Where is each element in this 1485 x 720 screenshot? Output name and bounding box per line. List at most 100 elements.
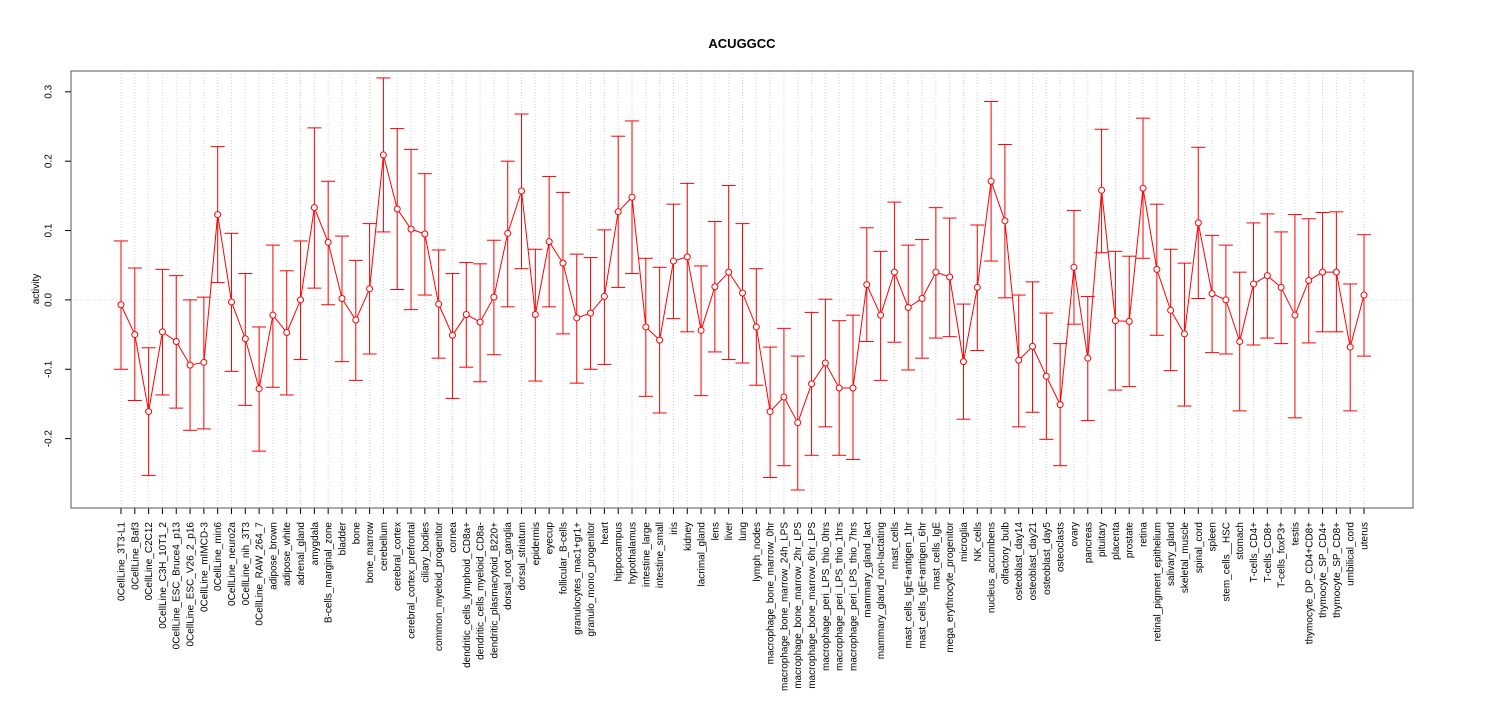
data-point xyxy=(656,336,664,344)
x-tick-label: lens xyxy=(710,522,721,540)
data-point xyxy=(407,225,415,233)
data-point xyxy=(1139,184,1147,192)
data-point xyxy=(739,289,746,297)
x-tick-label: T-cells_CD8+ xyxy=(1263,522,1274,582)
data-point xyxy=(600,292,608,300)
data-point xyxy=(725,268,733,276)
x-tick-label: skeletal_muscle xyxy=(1180,522,1191,594)
x-tick-label: macrophage_bone_marrow_24h_LPS xyxy=(779,522,790,691)
data-point xyxy=(1167,306,1175,314)
data-point xyxy=(435,300,443,308)
x-tick-label: bladder xyxy=(337,521,348,555)
x-tick-label: mammary_gland_non-lactating xyxy=(876,522,887,659)
x-tick-label: cerebral_cortex_prefrontal xyxy=(407,522,418,639)
x-tick-label: mast_cells_IgE+antigen_1hr xyxy=(904,521,915,648)
x-tick-label: intestine_small xyxy=(655,522,666,588)
x-tick-label: mega_erythrocyte_progenitor xyxy=(945,521,956,652)
x-tick-label: adipose_white xyxy=(282,522,293,586)
data-point xyxy=(1015,356,1023,364)
data-point xyxy=(1360,291,1368,299)
data-point xyxy=(904,304,912,312)
data-point xyxy=(614,208,622,216)
x-tick-label: stomach xyxy=(1235,522,1246,560)
data-point xyxy=(1208,290,1216,298)
x-tick-label: 0CellLine_nih_3T3 xyxy=(241,522,252,606)
x-tick-label: dendritic_plasmacytoid_B220+ xyxy=(489,522,500,659)
data-point xyxy=(1042,372,1050,380)
x-tick-label: microglia xyxy=(959,522,970,562)
x-tick-label: granulocytes_mac1+gr1+ xyxy=(572,522,583,635)
x-tick-label: pituitary xyxy=(1097,522,1108,557)
x-tick-label: retinal_pigment_epithelium xyxy=(1152,522,1163,642)
x-tick-label: ovary xyxy=(1069,522,1080,546)
data-point xyxy=(255,385,263,393)
x-tick-label: mast_cells xyxy=(890,522,901,569)
x-tick-label: osteoblast_day21 xyxy=(1028,522,1039,601)
data-point xyxy=(1277,283,1285,291)
x-tick-label: umbilical_cord xyxy=(1346,522,1357,586)
data-point xyxy=(973,283,981,291)
data-point xyxy=(283,329,291,337)
data-point xyxy=(987,177,995,185)
plot-frame xyxy=(70,70,1414,509)
x-tick-label: macrophage_peri_LPS_thio_7hrs xyxy=(848,522,859,671)
data-point xyxy=(200,358,208,366)
data-point xyxy=(269,311,277,319)
x-tick-label: uterus xyxy=(1360,522,1371,550)
data-point xyxy=(766,408,774,416)
y-tick-label: 0.1 xyxy=(44,223,55,237)
data-point xyxy=(421,230,429,238)
data-point xyxy=(462,310,470,318)
data-point xyxy=(476,318,484,326)
x-tick-label: thymocyte_SP_CD8+ xyxy=(1332,522,1343,618)
x-tick-label: liver xyxy=(724,521,735,540)
x-tick-label: 0CellLine_mIMCD-3 xyxy=(199,522,210,612)
data-point xyxy=(117,301,125,309)
x-tick-label: eyecup xyxy=(545,522,556,555)
x-tick-label: 0CellLine_neuro2a xyxy=(227,522,238,606)
x-tick-label: hippocampus xyxy=(614,522,625,581)
x-tick-label: T-cells_foxP3+ xyxy=(1277,522,1288,588)
x-tick-label: stem_cells__HSC xyxy=(1221,522,1232,601)
x-tick-label: B-cells_marginal_zone xyxy=(324,522,335,624)
data-point xyxy=(932,268,940,276)
data-point xyxy=(780,393,788,401)
data-point xyxy=(297,296,305,304)
data-point xyxy=(1153,265,1161,273)
x-tick-label: dorsal_root_ganglia xyxy=(503,522,514,610)
x-tick-label: bone xyxy=(351,522,362,545)
x-tick-label: spleen xyxy=(1208,522,1219,551)
data-point xyxy=(1029,342,1037,350)
data-point xyxy=(1291,311,1299,319)
data-point xyxy=(186,361,194,369)
x-tick-label: 0CellLine_ESC_Bruce4_p13 xyxy=(172,522,183,650)
x-tick-label: pancreas xyxy=(1083,522,1094,563)
x-tick-label: thymocyte_SP_CD4+ xyxy=(1318,522,1329,618)
data-point xyxy=(959,358,967,366)
x-tick-label: kidney xyxy=(683,522,694,551)
data-point xyxy=(642,323,650,331)
x-tick-label: macrophage_peri_LPS_thio_0hrs xyxy=(821,522,832,671)
x-tick-label: 0CellLine_RAW_264_7 xyxy=(255,522,266,626)
x-tick-label: nucleus_accumbens xyxy=(987,522,998,613)
x-tick-label: mammary_gland_lact xyxy=(862,522,873,618)
x-tick-label: adipose_brown xyxy=(268,522,279,590)
x-tick-label: mast_cells_IgE xyxy=(931,522,942,590)
data-point xyxy=(835,384,843,392)
data-point xyxy=(366,285,374,293)
x-tick-label: bone_marrow xyxy=(365,521,376,583)
x-tick-label: granulo_mono_progenitor xyxy=(586,521,597,636)
x-tick-label: dendritic_cells_lymphoid_CD8a+ xyxy=(462,522,473,668)
x-tick-label: lung xyxy=(738,522,749,541)
data-point xyxy=(877,311,885,319)
x-tick-label: macrophage_peri_LPS_thio_1hrs xyxy=(835,522,846,671)
data-point xyxy=(241,335,249,343)
y-axis-label: activity xyxy=(31,274,42,305)
data-point xyxy=(752,323,760,331)
y-tick-label: -0.1 xyxy=(44,360,55,378)
data-point xyxy=(1180,330,1188,338)
data-point xyxy=(448,331,456,339)
data-point xyxy=(379,151,387,159)
data-point xyxy=(145,408,153,416)
x-tick-label: testis xyxy=(1290,522,1301,545)
